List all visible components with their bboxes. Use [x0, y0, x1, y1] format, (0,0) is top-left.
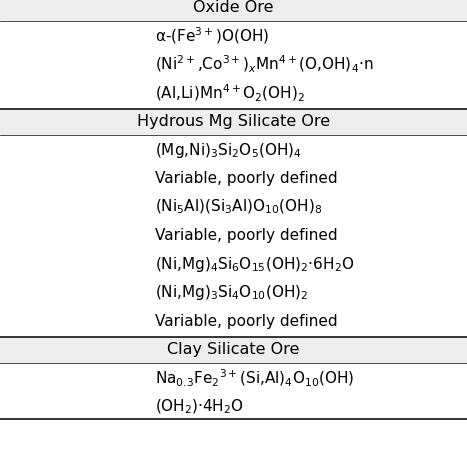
Text: Na$_{0.3}$Fe$_2$$^{3+}$(Si,Al)$_4$O$_{10}$(OH): Na$_{0.3}$Fe$_2$$^{3+}$(Si,Al)$_4$O$_{10…: [155, 368, 354, 389]
Text: Hydrous Mg Silicate Ore: Hydrous Mg Silicate Ore: [137, 114, 330, 129]
Text: α-(Fe$^{3+}$)O(OH): α-(Fe$^{3+}$)O(OH): [155, 26, 269, 46]
Bar: [0, 337, 467, 363]
Text: Clay Silicate Ore: Clay Silicate Ore: [167, 342, 300, 357]
Text: (Ni$^{2+}$,Co$^{3+}$)$_x$Mn$^{4+}$(O,OH)$_4$·n: (Ni$^{2+}$,Co$^{3+}$)$_x$Mn$^{4+}$(O,OH)…: [155, 54, 374, 75]
Bar: [0, 0, 467, 21]
Text: Variable, poorly defined: Variable, poorly defined: [155, 313, 338, 329]
Bar: [0, 109, 467, 135]
Text: (Mg,Ni)$_3$Si$_2$O$_5$(OH)$_4$: (Mg,Ni)$_3$Si$_2$O$_5$(OH)$_4$: [155, 141, 302, 160]
Text: (OH$_2$)·4H$_2$O: (OH$_2$)·4H$_2$O: [155, 397, 244, 416]
Text: (Al,Li)Mn$^{4+}$O$_2$(OH)$_2$: (Al,Li)Mn$^{4+}$O$_2$(OH)$_2$: [155, 83, 305, 104]
Text: Oxide Ore: Oxide Ore: [193, 0, 274, 15]
Text: (Ni,Mg)$_4$Si$_6$O$_{15}$(OH)$_2$·6H$_2$O: (Ni,Mg)$_4$Si$_6$O$_{15}$(OH)$_2$·6H$_2$…: [155, 255, 354, 274]
Text: Variable, poorly defined: Variable, poorly defined: [155, 171, 338, 186]
Text: (Ni,Mg)$_3$Si$_4$O$_{10}$(OH)$_2$: (Ni,Mg)$_3$Si$_4$O$_{10}$(OH)$_2$: [155, 283, 308, 302]
Text: (Ni$_5$Al)(Si$_3$Al)O$_{10}$(OH)$_8$: (Ni$_5$Al)(Si$_3$Al)O$_{10}$(OH)$_8$: [155, 198, 322, 216]
Text: Variable, poorly defined: Variable, poorly defined: [155, 228, 338, 243]
